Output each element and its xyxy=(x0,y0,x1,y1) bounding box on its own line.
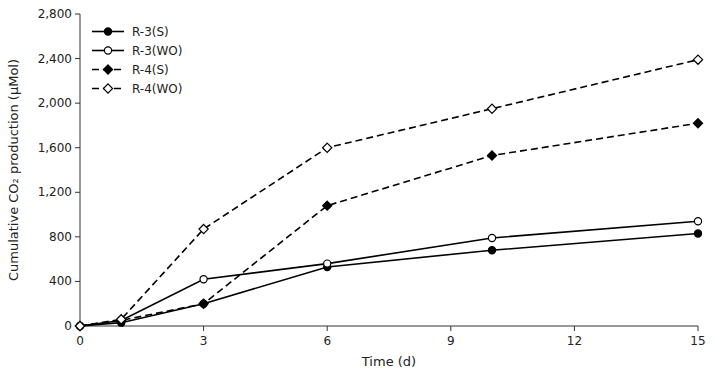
y-tick xyxy=(75,236,80,237)
data-point xyxy=(323,201,332,210)
data-point xyxy=(694,230,701,237)
plot-area xyxy=(75,55,702,331)
data-point xyxy=(693,55,702,64)
legend-item: R-3(WO) xyxy=(92,44,183,58)
series-line xyxy=(80,123,698,326)
series xyxy=(75,55,702,331)
legend: R-3(S) R-3(WO) R-4(S) R-4(WO) xyxy=(92,25,183,96)
x-tick-label: 12 xyxy=(567,334,582,348)
x-tick xyxy=(574,326,575,331)
legend-marker xyxy=(104,28,111,35)
legend-item: R-3(S) xyxy=(92,25,169,39)
data-point xyxy=(200,300,207,307)
y-tick xyxy=(75,14,80,15)
x-tick xyxy=(327,326,328,331)
y-axis-line xyxy=(80,14,81,326)
y-tick-label: 1,600 xyxy=(38,141,72,155)
data-point xyxy=(199,299,208,308)
y-tick xyxy=(75,192,80,193)
y-tick-label: 0 xyxy=(64,319,72,333)
legend-label: R-4(WO) xyxy=(132,82,183,96)
x-tick-label: 15 xyxy=(690,334,705,348)
chart-svg: 0 3 6 9 12 15 0 400 800 1,200 1,600 2,000 2,400 2,800… xyxy=(0,0,716,374)
x-tick-label: 3 xyxy=(200,334,208,348)
legend-label: R-3(WO) xyxy=(132,44,183,58)
y-tick-label: 2,400 xyxy=(38,52,72,66)
chart-container: 0 3 6 9 12 15 0 400 800 1,200 1,600 2,000 2,400 2,800… xyxy=(0,0,716,374)
legend-marker xyxy=(103,84,112,93)
series xyxy=(76,230,701,330)
x-tick xyxy=(698,326,699,331)
legend-label: R-3(S) xyxy=(132,25,169,39)
data-point xyxy=(323,143,332,152)
axes: 0 3 6 9 12 15 0 400 800 1,200 1,600 2,000 2,400 2,800… xyxy=(6,7,706,369)
x-axis-label: Time (d) xyxy=(361,354,416,369)
y-tick-label: 400 xyxy=(49,274,72,288)
data-point xyxy=(117,315,126,324)
data-point xyxy=(75,321,84,330)
x-axis-line xyxy=(80,326,698,327)
data-point xyxy=(200,276,207,283)
legend-item: R-4(S) xyxy=(92,63,169,77)
y-tick xyxy=(75,147,80,148)
data-point xyxy=(199,224,208,233)
series-line xyxy=(80,60,698,326)
x-tick-label: 0 xyxy=(76,334,84,348)
series xyxy=(76,218,701,330)
legend-item: R-4(WO) xyxy=(92,82,183,96)
data-point xyxy=(488,247,495,254)
y-tick-label: 2,000 xyxy=(38,96,72,110)
x-tick-label: 6 xyxy=(323,334,331,348)
y-tick xyxy=(75,58,80,59)
y-tick-label: 1,200 xyxy=(38,185,72,199)
data-point xyxy=(487,104,496,113)
y-axis-label: Cumulative CO₂ production (μMol) xyxy=(6,59,21,281)
series-line xyxy=(80,234,698,326)
y-tick xyxy=(75,281,80,282)
y-tick xyxy=(75,103,80,104)
data-point xyxy=(693,119,702,128)
x-tick-label: 9 xyxy=(447,334,455,348)
x-tick xyxy=(450,326,451,331)
legend-label: R-4(S) xyxy=(132,63,169,77)
data-point xyxy=(76,322,83,329)
series xyxy=(75,119,702,331)
x-tick xyxy=(203,326,204,331)
legend-marker xyxy=(103,65,112,74)
data-point xyxy=(75,321,84,330)
data-point xyxy=(694,218,701,225)
data-point xyxy=(488,234,495,241)
data-point xyxy=(76,322,83,329)
legend-marker xyxy=(104,47,111,54)
y-tick-label: 2,800 xyxy=(38,7,72,21)
data-point xyxy=(324,260,331,267)
y-tick-label: 800 xyxy=(49,230,72,244)
data-point xyxy=(487,151,496,160)
